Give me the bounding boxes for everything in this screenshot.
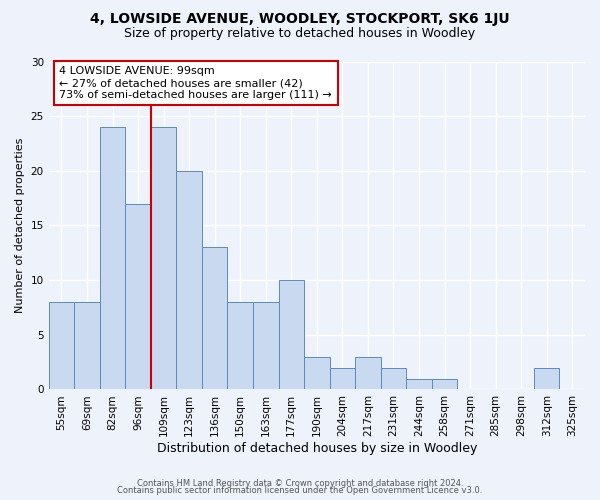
Text: Contains public sector information licensed under the Open Government Licence v3: Contains public sector information licen… bbox=[118, 486, 482, 495]
Text: Size of property relative to detached houses in Woodley: Size of property relative to detached ho… bbox=[124, 28, 476, 40]
Bar bbox=[406, 378, 432, 390]
Bar bbox=[176, 171, 202, 390]
Text: 4, LOWSIDE AVENUE, WOODLEY, STOCKPORT, SK6 1JU: 4, LOWSIDE AVENUE, WOODLEY, STOCKPORT, S… bbox=[90, 12, 510, 26]
Bar bbox=[49, 302, 74, 390]
Bar bbox=[329, 368, 355, 390]
Bar bbox=[355, 356, 380, 390]
Text: Contains HM Land Registry data © Crown copyright and database right 2024.: Contains HM Land Registry data © Crown c… bbox=[137, 478, 463, 488]
Bar bbox=[227, 302, 253, 390]
Y-axis label: Number of detached properties: Number of detached properties bbox=[15, 138, 25, 313]
Bar bbox=[100, 127, 125, 390]
Bar bbox=[74, 302, 100, 390]
Text: 4 LOWSIDE AVENUE: 99sqm
← 27% of detached houses are smaller (42)
73% of semi-de: 4 LOWSIDE AVENUE: 99sqm ← 27% of detache… bbox=[59, 66, 332, 100]
Bar bbox=[202, 248, 227, 390]
Bar bbox=[304, 356, 329, 390]
Bar bbox=[380, 368, 406, 390]
Bar bbox=[151, 127, 176, 390]
Bar bbox=[125, 204, 151, 390]
Bar bbox=[253, 302, 278, 390]
Bar bbox=[278, 280, 304, 390]
X-axis label: Distribution of detached houses by size in Woodley: Distribution of detached houses by size … bbox=[157, 442, 477, 455]
Bar bbox=[534, 368, 559, 390]
Bar bbox=[432, 378, 457, 390]
